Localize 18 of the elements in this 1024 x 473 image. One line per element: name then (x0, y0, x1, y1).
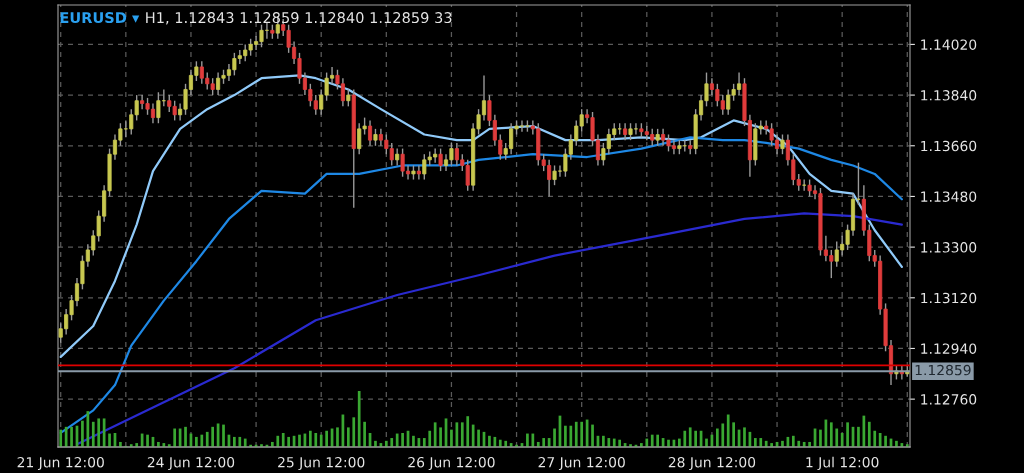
y-tick-label: 1.13120 (921, 292, 977, 304)
x-tick-label: 24 Jun 12:00 (147, 456, 235, 471)
y-tick-label: 1.13660 (921, 140, 977, 152)
y-tick-label: 1.12940 (921, 343, 977, 354)
chart-title: EURUSD ▾ (60, 12, 140, 24)
x-tick-label: 27 Jun 12:00 (538, 456, 625, 471)
x-tick-label: 1 Jul 12:00 (806, 456, 879, 471)
y-tick-label: 1.13480 (921, 191, 977, 202)
y-tick-label: 1.13840 (921, 90, 977, 101)
y-tick-label: 1.12760 (921, 394, 977, 405)
x-tick-label: 25 Jun 12:00 (278, 456, 365, 471)
y-tick-label: 1.14020 (921, 39, 977, 50)
x-tick-label: 21 Jun 12:00 (17, 456, 104, 471)
x-tick-label: 28 Jun 12:00 (668, 456, 756, 471)
chart-subtitle: H1, 1.12843 1.12859 1.12840 1.12859 33 (146, 12, 452, 25)
y-tick-label: 1.13300 (921, 242, 977, 253)
x-tick-label: 26 Jun 12:00 (408, 456, 495, 471)
ref-line-label: 1.12859 (915, 364, 971, 376)
